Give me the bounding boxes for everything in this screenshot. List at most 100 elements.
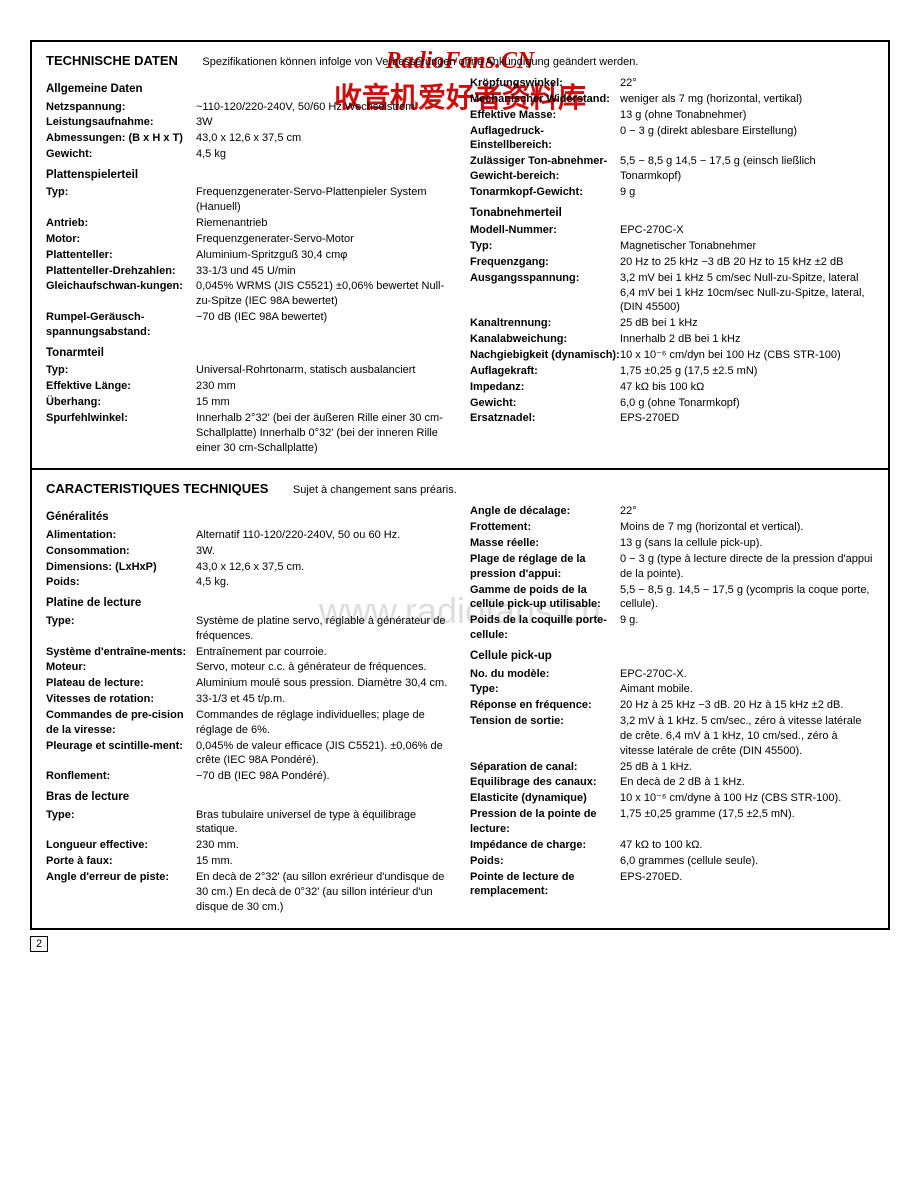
value: 0 − 3 g (type à lecture directe de la pr…	[620, 552, 874, 582]
label: Abmessungen: (B x H x T)	[46, 131, 196, 146]
value: 20 Hz à 25 kHz −3 dB. 20 Hz à 15 kHz ±2 …	[620, 698, 874, 713]
value: EPS-270ED	[620, 411, 874, 426]
subhead: Cellule pick-up	[470, 649, 874, 665]
label: Überhang:	[46, 395, 196, 410]
label: Modell-Nummer:	[470, 223, 620, 238]
value: Innerhalb 2 dB bei 1 kHz	[620, 332, 874, 347]
value: En decà de 2°32' (au sillon exrérieur d'…	[196, 870, 450, 915]
label: Gleichaufschwan-kungen:	[46, 279, 196, 309]
german-note: Spezifikationen können infolge von Verbe…	[202, 56, 638, 68]
label: Porte à faux:	[46, 854, 196, 869]
label: Plattenteller-Drehzahlen:	[46, 264, 196, 279]
label: Poids:	[46, 575, 196, 590]
value: 43,0 x 12,6 x 37,5 cm	[196, 131, 450, 146]
value: EPS-270ED.	[620, 870, 874, 900]
value: Innerhalb 2°32' (bei der äußeren Rille e…	[196, 411, 450, 456]
subhead: Allgemeine Daten	[46, 82, 450, 98]
value: 33-1/3 und 45 U/min	[196, 264, 450, 279]
label: Typ:	[470, 239, 620, 254]
value: En decà de 2 dB à 1 kHz.	[620, 775, 874, 790]
page: RadioFans.CN 收音机爱好者资料库 www.radiofans.cn …	[0, 40, 920, 972]
label: Pression de la pointe de lecture:	[470, 807, 620, 837]
label: Pleurage et scintille-ment:	[46, 739, 196, 769]
label: Plage de réglage de la pression d'appui:	[470, 552, 620, 582]
label: Typ:	[46, 363, 196, 378]
label: Plateau de lecture:	[46, 676, 196, 691]
value: 3W.	[196, 544, 450, 559]
value: 6,0 g (ohne Tonarmkopf)	[620, 396, 874, 411]
label: Commandes de pre-cision de la viresse:	[46, 708, 196, 738]
value: 1,75 ±0,25 gramme (17,5 ±2,5 mN).	[620, 807, 874, 837]
label: Effektive Länge:	[46, 379, 196, 394]
label: Réponse en fréquence:	[470, 698, 620, 713]
label: Alimentation:	[46, 528, 196, 543]
label: Ausgangsspannung:	[470, 271, 620, 316]
section-german: TECHNISCHE DATEN Spezifikationen können …	[32, 42, 888, 468]
value: Aluminium-Spritzguß 30,4 cmφ	[196, 248, 450, 263]
value: 4,5 kg	[196, 147, 450, 162]
subhead: Tonabnehmerteil	[470, 206, 874, 222]
value: Alternatif 110-120/220-240V, 50 ou 60 Hz…	[196, 528, 450, 543]
label: Pointe de lecture de remplacement:	[470, 870, 620, 900]
value: Bras tubulaire universel de type à équil…	[196, 808, 450, 838]
label: Poids de la coquille porte-cellule:	[470, 613, 620, 643]
label: Angle de décalage:	[470, 504, 620, 519]
value: 0 − 3 g (direkt ablesbare Eirstellung)	[620, 124, 874, 154]
value: 3,2 mV bei 1 kHz 5 cm/sec Null-zu-Spitze…	[620, 271, 874, 316]
label: Plattenteller:	[46, 248, 196, 263]
label: Auflagekraft:	[470, 364, 620, 379]
value: Magnetischer Tonabnehmer	[620, 239, 874, 254]
label: Tonarmkopf-Gewicht:	[470, 185, 620, 200]
label: Séparation de canal:	[470, 760, 620, 775]
value: 15 mm	[196, 395, 450, 410]
label: Zulässiger Ton-abnehmer-Gewicht-bereich:	[470, 154, 620, 184]
subhead: Tonarmteil	[46, 346, 450, 362]
french-title: CARACTERISTIQUES TECHNIQUES	[46, 481, 268, 496]
label: Poids:	[470, 854, 620, 869]
value: Frequenzgenerater-Servo-Plattenpieler Sy…	[196, 185, 450, 215]
value: 22°	[620, 504, 874, 519]
value: ~110-120/220-240V, 50/60 Hz Wechselstrom	[196, 100, 450, 115]
value: 0,045% WRMS (JIS C5521) ±0,06% bewertet …	[196, 279, 450, 309]
value: 3W	[196, 115, 450, 130]
value: Système de platine servo, réglable à gén…	[196, 614, 450, 644]
label: Motor:	[46, 232, 196, 247]
label: Equilibrage des canaux:	[470, 775, 620, 790]
label: Kröpfungswinkel:	[470, 76, 620, 91]
label: Consommation:	[46, 544, 196, 559]
label: Leistungsaufnahme:	[46, 115, 196, 130]
value: Riemenantrieb	[196, 216, 450, 231]
label: No. du modèle:	[470, 667, 620, 682]
value: 5,5 − 8,5 g 14,5 − 17,5 g (einsch ließli…	[620, 154, 874, 184]
value: 5,5 − 8,5 g. 14,5 − 17,5 g (ycompris la …	[620, 583, 874, 613]
label: Frottement:	[470, 520, 620, 535]
german-title: TECHNISCHE DATEN	[46, 53, 178, 68]
label: Effektive Masse:	[470, 108, 620, 123]
page-number: 2	[30, 936, 48, 952]
value: −70 dB (IEC 98A Pondéré).	[196, 769, 450, 784]
value: Moins de 7 mg (horizontal et vertical).	[620, 520, 874, 535]
label: Dimensions: (LxHxP)	[46, 560, 196, 575]
value: −70 dB (IEC 98A bewertet)	[196, 310, 450, 340]
label: Netzspannung:	[46, 100, 196, 115]
value: Commandes de réglage individuelles; plag…	[196, 708, 450, 738]
value: Frequenzgenerater-Servo-Motor	[196, 232, 450, 247]
label: Ronflement:	[46, 769, 196, 784]
value: 0,045% de valeur efficace (JIS C5521). ±…	[196, 739, 450, 769]
value: 22°	[620, 76, 874, 91]
label: Type:	[470, 682, 620, 697]
label: Type:	[46, 614, 196, 644]
label: Mechanischer Widerstand:	[470, 92, 620, 107]
label: Ersatznadel:	[470, 411, 620, 426]
value: 3,2 mV à 1 kHz. 5 cm/sec., zéro à vitess…	[620, 714, 874, 759]
label: Gamme de poids de la cellule pick-up uti…	[470, 583, 620, 613]
label: Rumpel-Geräusch-spannungsabstand:	[46, 310, 196, 340]
value: 4,5 kg.	[196, 575, 450, 590]
label: Typ:	[46, 185, 196, 215]
value: 230 mm.	[196, 838, 450, 853]
value: 43,0 x 12,6 x 37,5 cm.	[196, 560, 450, 575]
value: 25 dB à 1 kHz.	[620, 760, 874, 775]
value: 10 x 10⁻⁶ cm/dyn bei 100 Hz (CBS STR-100…	[620, 348, 874, 363]
value: 47 kΩ to 100 kΩ.	[620, 838, 874, 853]
label: Angle d'erreur de piste:	[46, 870, 196, 915]
